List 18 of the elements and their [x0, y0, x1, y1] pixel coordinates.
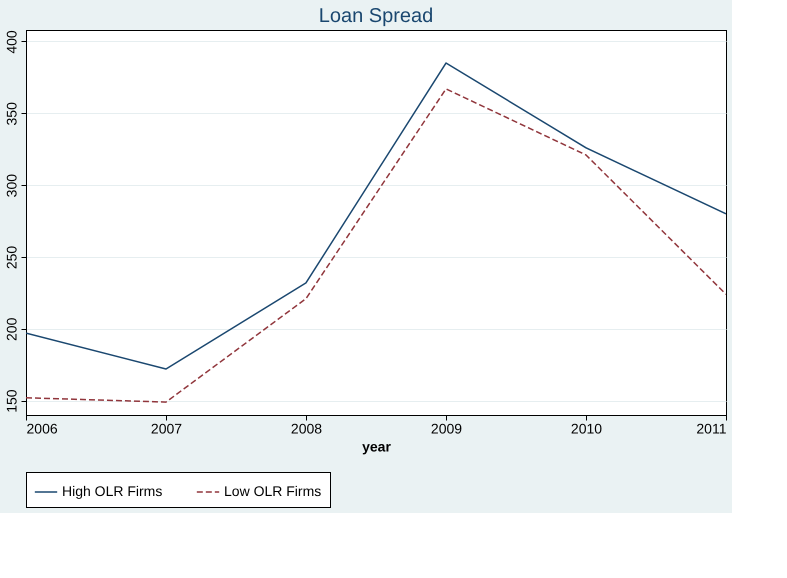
y-tick-label: 300: [4, 174, 20, 198]
y-tick-label: 250: [4, 246, 20, 270]
y-tick-label: 350: [4, 102, 20, 126]
x-tick-label: 2010: [570, 420, 602, 436]
x-tick-label: 2007: [150, 420, 182, 436]
x-tick-label: 2011: [696, 420, 727, 436]
line-series: [26, 88, 726, 403]
x-tick-label: 2006: [26, 420, 58, 436]
y-tick-label: 200: [4, 317, 20, 341]
legend-label: High OLR Firms: [62, 483, 162, 499]
x-tick-label: 2008: [290, 420, 322, 436]
y-tick-label: 150: [4, 389, 20, 413]
chart-title: Loan Spread: [318, 4, 434, 27]
y-tick-label: 400: [4, 30, 20, 54]
x-axis-title: year: [362, 438, 392, 454]
legend-label: Low OLR Firms: [224, 483, 322, 499]
x-tick-label: 2009: [430, 420, 462, 436]
line-series: [26, 62, 726, 370]
